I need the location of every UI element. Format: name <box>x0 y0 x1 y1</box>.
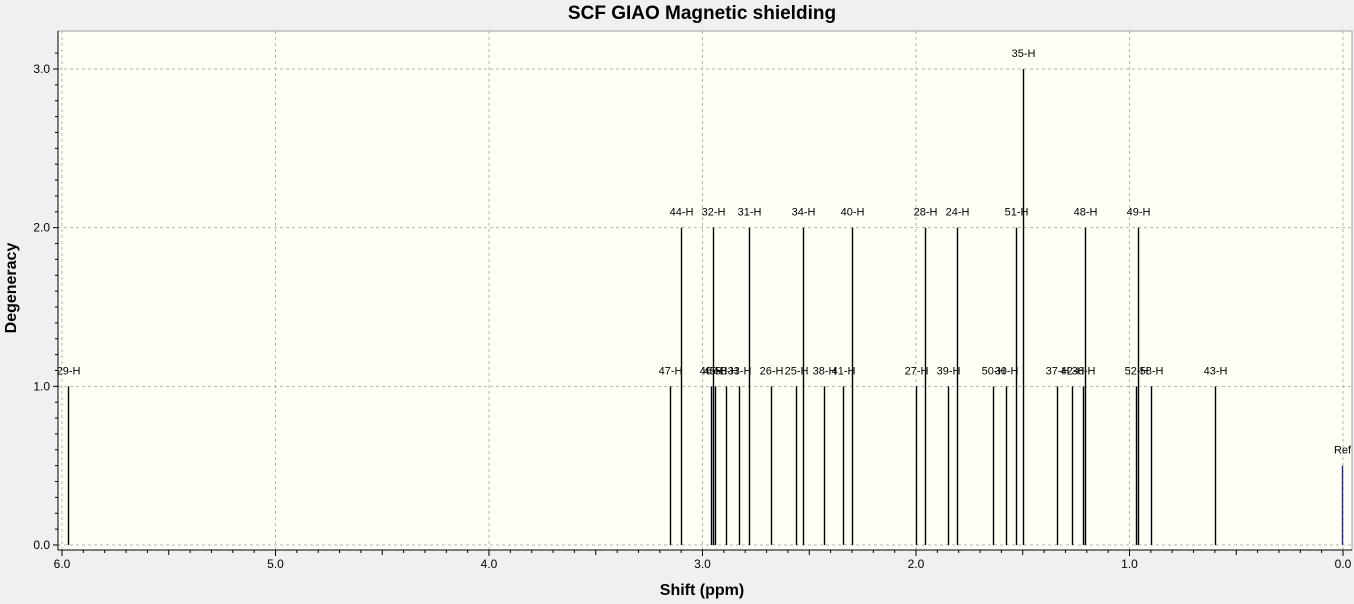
peak-label: 45-H <box>704 365 728 377</box>
peak-label: 34-H <box>792 207 816 219</box>
peak-label: 53-H <box>715 365 739 377</box>
peak-label: 52-H <box>1125 365 1149 377</box>
chart-title: SCF GIAO Magnetic shielding <box>567 3 837 24</box>
peak-label: 35-H <box>1012 48 1036 60</box>
axes: 6.0 5.0 4.0 3.0 2.0 1.0 0.0 0.0 1.0 2.0 3.0 <box>33 31 1352 571</box>
x-tick-label: 2.0 <box>908 557 925 571</box>
y-tick-label: 3.0 <box>33 62 50 76</box>
peak-label: 48-H <box>1074 207 1098 219</box>
x-tick-label: 5.0 <box>267 557 284 571</box>
peak-label: 26-H <box>760 365 784 377</box>
peak-label: 41-H <box>832 365 856 377</box>
peak-label: 47-H <box>659 365 683 377</box>
y-tick-label: 2.0 <box>33 221 50 235</box>
peak-label: 46-H <box>700 365 724 377</box>
peak-label: 44-H <box>670 207 694 219</box>
peak-label: 24-H <box>946 207 970 219</box>
peak-label: 38-H <box>813 365 837 377</box>
x-axis-title: Shift (ppm) <box>659 582 745 599</box>
peak-label: 28-H <box>914 207 938 219</box>
peak-label: 32-H <box>702 207 726 219</box>
peak-label: 31-H <box>738 207 762 219</box>
x-tick-label: 6.0 <box>54 557 71 571</box>
reference-label: Ref <box>1334 445 1352 457</box>
grid <box>58 31 1352 550</box>
peak-label: 58-H <box>1140 365 1164 377</box>
peak-label: 43-H <box>1204 365 1228 377</box>
peak-label: 36-H <box>1072 365 1096 377</box>
x-tick-label: 1.0 <box>1121 557 1138 571</box>
x-tick-label: 3.0 <box>694 557 711 571</box>
peak-label: 40-H <box>841 207 865 219</box>
peak-label: 33-H <box>728 365 752 377</box>
peak-label: 39-H <box>937 365 961 377</box>
plot-area <box>57 30 1353 551</box>
peak-label: 30-H <box>995 365 1019 377</box>
y-tick-label: 0.0 <box>33 538 50 552</box>
y-tick-label: 1.0 <box>33 379 50 393</box>
peak-label: 27-H <box>905 365 929 377</box>
peak-label: 37-H <box>1046 365 1070 377</box>
peak-label: 51-H <box>1005 207 1029 219</box>
peak-label: 42-H <box>1061 365 1085 377</box>
peak-label: 29-H <box>57 365 81 377</box>
x-tick-label: 4.0 <box>481 557 498 571</box>
peak-label: 49-H <box>1127 207 1151 219</box>
peak-label: 25-H <box>785 365 809 377</box>
x-tick-label: 0.0 <box>1335 557 1352 571</box>
peak-label: 50-H <box>982 365 1006 377</box>
peaks: 29-H 47-H 44-H 46-H 32-H 45-H53-H33-H 31-H 26-H… <box>57 48 1352 545</box>
